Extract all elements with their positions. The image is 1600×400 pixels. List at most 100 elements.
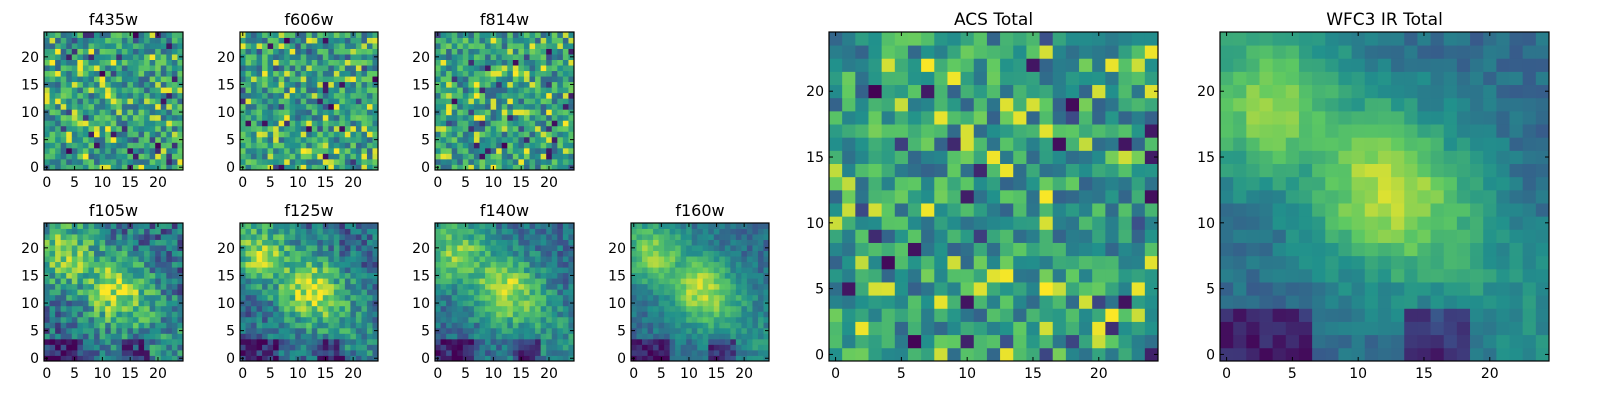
heatmap-cell [697,349,704,356]
heatmap-cell [642,300,648,307]
heatmap-cell [473,294,480,301]
heatmap-cell [284,322,291,329]
heatmap-cell [361,65,368,72]
heatmap-cell [177,333,184,340]
heatmap-cell [490,59,497,66]
heatmap-cell [311,300,318,307]
heatmap-cell [144,153,151,160]
heatmap-cell [973,334,988,349]
heatmap-cell [94,125,100,132]
heatmap-cell [468,283,475,290]
heatmap-cell [473,98,480,105]
heatmap-cell [311,59,318,66]
heatmap-cell [49,344,56,351]
heatmap-cell [289,234,296,240]
heatmap-cell [94,272,100,279]
heatmap-cell [166,142,173,149]
heatmap-cell [361,142,368,149]
heatmap-cell [372,48,379,55]
heatmap-cell [328,153,335,160]
heatmap-cell [894,216,909,230]
heatmap-cell [636,228,643,235]
heatmap-cell [284,316,291,323]
heatmap-cell [468,109,475,116]
heatmap-cell [262,344,268,351]
heatmap-cell [267,81,274,88]
heatmap-cell [127,98,134,105]
heatmap-cell [121,305,128,312]
heatmap-cell [724,261,731,268]
heatmap-cell [724,355,731,362]
heatmap-cell [144,256,151,263]
heatmap-cell [328,267,335,274]
heatmap-cell [171,239,178,246]
heatmap-cell [77,294,84,301]
heatmap-cell [149,87,156,94]
heatmap-cell [71,98,78,105]
heatmap-cell [344,228,351,235]
heatmap-cell [921,295,935,309]
heatmap-cell [551,355,558,362]
heatmap-cell [868,189,883,204]
heatmap-cell [94,54,100,60]
heatmap-cell [457,283,464,290]
heatmap-cell [116,311,123,318]
heatmap-cell [642,245,648,251]
heatmap-cell [127,272,134,279]
heatmap-cell [121,300,128,307]
heatmap-cell [55,131,62,138]
heatmap-cell [557,136,564,143]
heatmap-cell [306,76,313,83]
heatmap-cell [1026,203,1040,217]
x-tick-label: 20 [540,366,558,382]
heatmap-cell [328,261,335,268]
heatmap-cell [149,142,156,149]
heatmap-cell [251,114,257,121]
heatmap-cell [240,322,246,329]
heatmap-cell [713,289,720,296]
heatmap-cell [557,70,564,77]
heatmap-cell [479,333,486,340]
heatmap-cell [708,272,715,279]
heatmap-cell [468,54,475,60]
heatmap-cell [719,250,726,257]
heatmap-cell [300,147,307,154]
y-tick-label: 15 [217,268,235,284]
heatmap-cell [333,76,340,83]
heatmap-cell [138,37,145,44]
heatmap-cell [273,103,280,110]
heatmap-cell [105,261,112,268]
heatmap-cell [289,125,296,132]
heatmap-cell [88,125,95,132]
heatmap-cell [529,289,536,296]
heatmap-cell [77,59,84,66]
y-tick-label: 10 [21,296,39,312]
heatmap-cell [496,114,503,121]
heatmap-cell [741,261,748,268]
heatmap-cell [77,228,84,235]
heatmap-cell [881,295,896,309]
heatmap-cell [457,87,464,94]
heatmap-cell [361,333,368,340]
heatmap-cell [256,278,263,285]
heatmap-cell [273,109,280,116]
heatmap-cell [121,338,128,345]
heatmap-cell [855,308,869,322]
heatmap-cell [501,32,508,38]
heatmap-cell [1013,321,1027,336]
heatmap-cell [284,147,291,154]
heatmap-cell [77,158,84,165]
heatmap-cell [361,223,368,229]
heatmap-cell [317,267,324,274]
heatmap-cell [295,305,302,312]
heatmap-cell [171,283,178,290]
heatmap-cell [752,322,759,329]
heatmap-cell [372,114,379,121]
heatmap-cell [144,344,151,351]
heatmap-cell [322,59,329,66]
heatmap-cell [462,239,469,246]
heatmap-cell [763,261,770,268]
heatmap-cell [746,333,753,340]
heatmap-cell [473,136,480,143]
heatmap-cell [116,125,123,132]
